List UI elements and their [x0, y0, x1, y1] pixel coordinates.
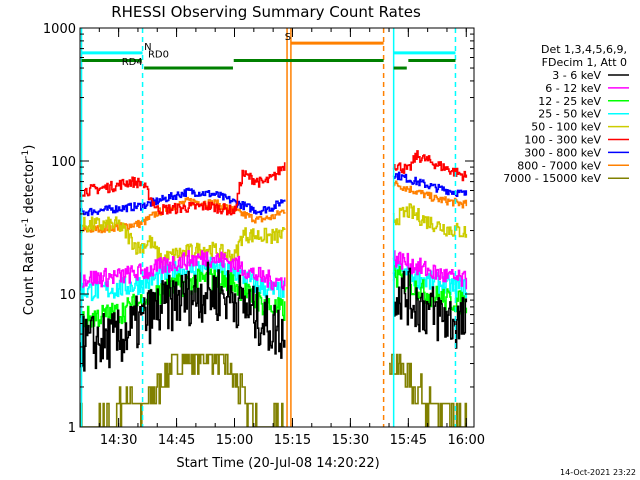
legend-entry-label: 100 - 300 keV [524, 134, 601, 147]
series-line [392, 203, 468, 238]
series-line [392, 180, 468, 209]
series-line [392, 171, 468, 197]
x-axis-label: Start Time (20-Jul-08 14:20:22) [176, 456, 379, 471]
y-tick-label: 100 [51, 155, 76, 170]
series-line [392, 250, 468, 290]
legend-header-line-1: Det 1,3,4,5,6,9, [541, 43, 627, 56]
legend-entry-label: 50 - 100 keV [531, 121, 601, 134]
legend-entry-label: 800 - 7000 keV [517, 159, 601, 172]
series-line [80, 216, 286, 266]
plot-frame [79, 27, 475, 428]
legend-entry-label: 6 - 12 keV [545, 82, 601, 95]
legend-entry-label: 25 - 50 keV [538, 108, 601, 121]
series-line [80, 353, 285, 427]
flag-label: RD0 [148, 49, 169, 60]
flag-label: S [285, 32, 291, 43]
flag-label: N [144, 42, 151, 53]
x-tick-label: 15:45 [390, 433, 427, 448]
legend-entry-label: 12 - 25 keV [538, 95, 601, 108]
legend-entry-label: 300 - 800 keV [524, 146, 601, 159]
series-line [392, 258, 468, 299]
series-line [80, 196, 286, 234]
series-line [80, 162, 286, 216]
x-tick-label: 14:45 [158, 433, 195, 448]
x-tick-label: 15:00 [216, 433, 253, 448]
flag-label: RD4 [122, 57, 143, 68]
series-line [80, 250, 286, 291]
series-line [392, 150, 468, 182]
legend-header-line-2: FDecim 1, Att 0 [542, 56, 627, 69]
y-axis-label: Count Rate (s-1 detector-1) [21, 145, 37, 316]
series-line [389, 353, 468, 427]
series-line [392, 267, 468, 349]
series-line [80, 256, 286, 302]
series-line [80, 261, 286, 372]
series-line [80, 187, 286, 217]
timestamp: 14-Oct-2021 23:22 [560, 468, 636, 477]
x-tick-label: 15:30 [332, 433, 369, 448]
chart-title: RHESSI Observing Summary Count Rates [111, 3, 421, 21]
y-tick-label: 10 [59, 288, 76, 303]
legend-entry-label: 7000 - 15000 keV [503, 172, 601, 185]
x-tick-label: 16:00 [448, 433, 485, 448]
y-axis: 1 10 100 1000 [43, 22, 474, 436]
x-tick-label: 14:30 [100, 433, 137, 448]
y-tick-label: 1 [68, 421, 76, 436]
legend-entry-label: 3 - 6 keV [552, 69, 601, 82]
y-tick-label: 1000 [43, 22, 76, 37]
series-line [392, 265, 468, 315]
x-axis: 14:30 14:45 15:00 15:15 15:30 15:45 16:00 [98, 28, 485, 448]
x-tick-label: 15:15 [274, 433, 311, 448]
